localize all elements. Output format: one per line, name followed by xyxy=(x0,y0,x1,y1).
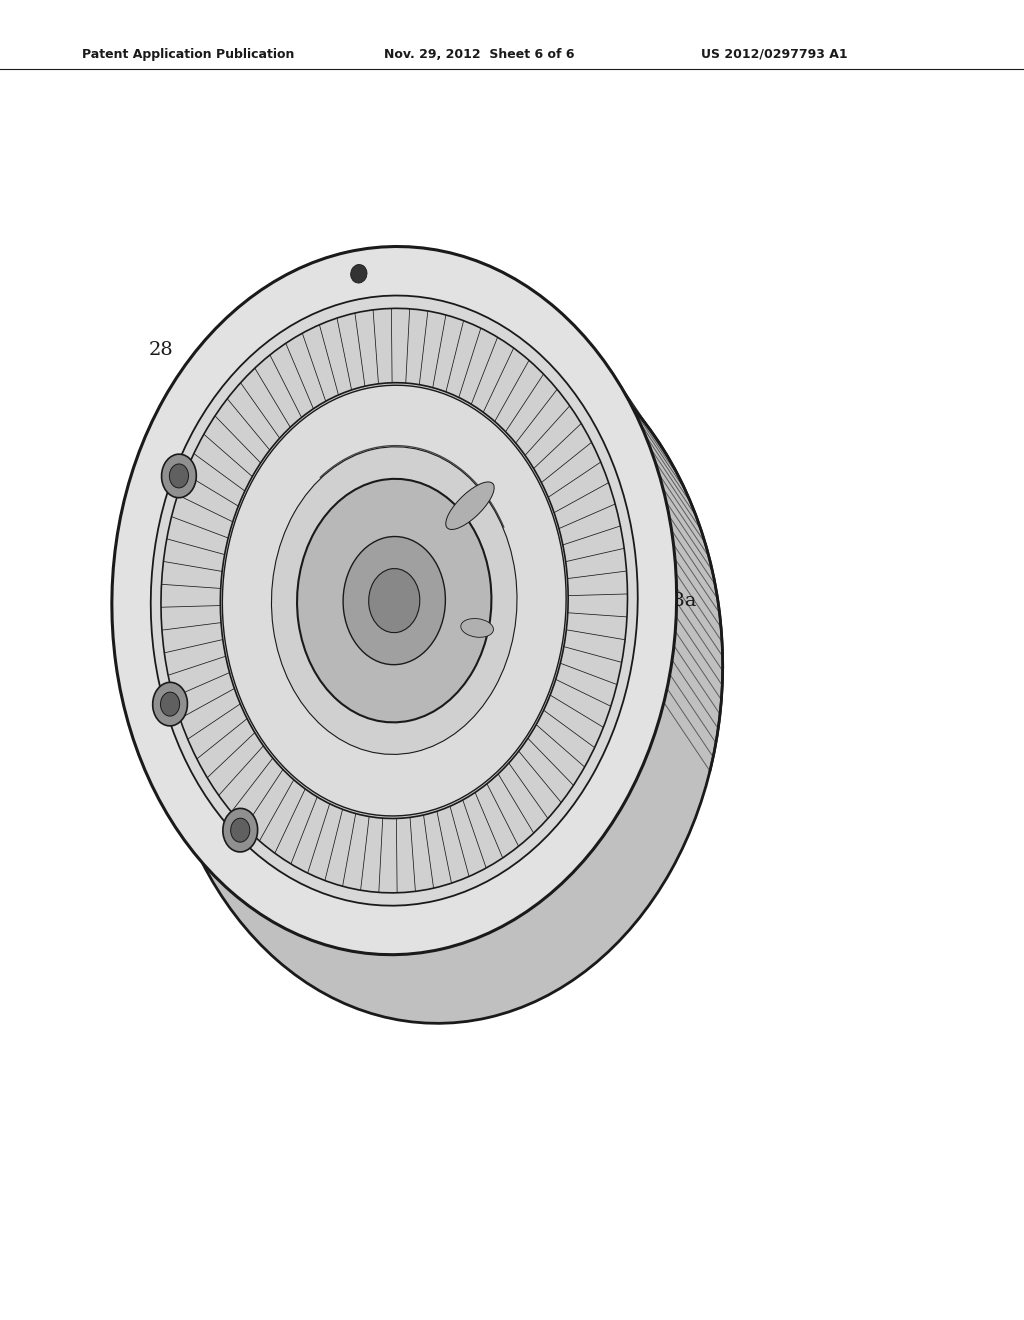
Ellipse shape xyxy=(153,682,187,726)
Ellipse shape xyxy=(343,536,445,665)
Text: 28a: 28a xyxy=(660,591,697,610)
Ellipse shape xyxy=(112,247,677,954)
Text: US 2012/0297793 A1: US 2012/0297793 A1 xyxy=(701,48,848,61)
Ellipse shape xyxy=(299,482,489,719)
Ellipse shape xyxy=(222,385,566,816)
Text: 28: 28 xyxy=(148,341,173,359)
Ellipse shape xyxy=(223,808,258,851)
Ellipse shape xyxy=(461,619,494,638)
Text: Nov. 29, 2012  Sheet 6 of 6: Nov. 29, 2012 Sheet 6 of 6 xyxy=(384,48,574,61)
Ellipse shape xyxy=(230,818,250,842)
Text: Fig. 8: Fig. 8 xyxy=(369,264,450,290)
Ellipse shape xyxy=(161,692,179,715)
Ellipse shape xyxy=(161,309,628,892)
Text: Patent Application Publication: Patent Application Publication xyxy=(82,48,294,61)
Ellipse shape xyxy=(158,315,723,1023)
Ellipse shape xyxy=(350,264,367,282)
Ellipse shape xyxy=(369,569,420,632)
Ellipse shape xyxy=(151,296,638,906)
Ellipse shape xyxy=(271,446,517,755)
Ellipse shape xyxy=(162,454,197,498)
Ellipse shape xyxy=(220,383,568,818)
Ellipse shape xyxy=(297,479,492,722)
Ellipse shape xyxy=(445,482,495,529)
Ellipse shape xyxy=(169,463,188,488)
